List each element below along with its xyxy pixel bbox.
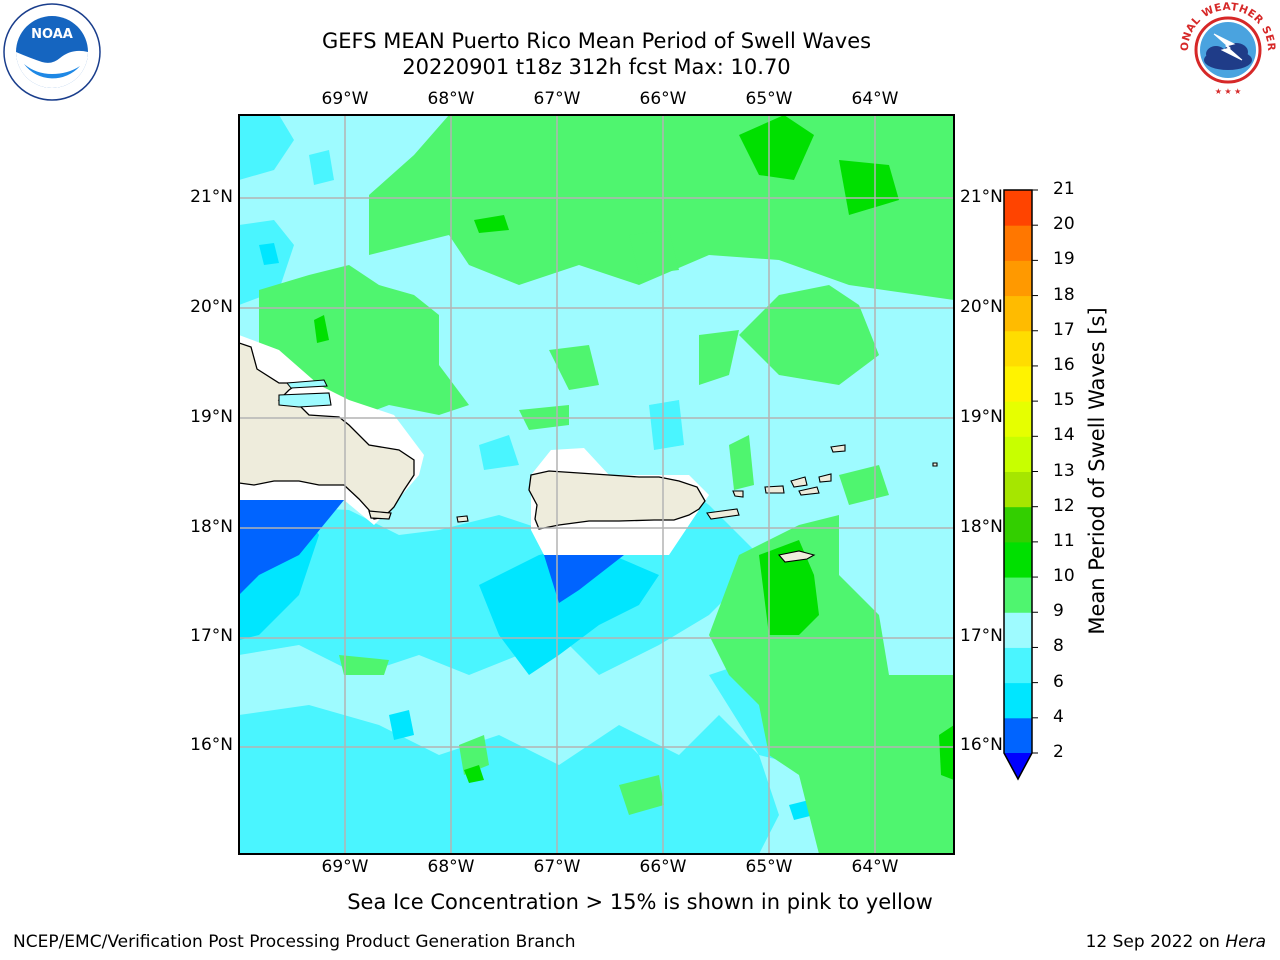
lon-label-top-66w: 66°W [639,89,687,109]
colorbar-segment [1004,401,1032,437]
lat-label-left-17n: 17°N [190,626,233,646]
lon-label-top-68w: 68°W [427,89,475,109]
lon-label-bottom-68w: 68°W [427,857,475,877]
colorbar-tick-label: 17 [1053,319,1075,340]
colorbar-under-triangle [1004,753,1032,779]
credit-date: 12 Sep 2022 on [1085,932,1220,952]
map-gridlines [239,115,954,854]
colorbar-tick-label: 6 [1053,671,1064,692]
lat-label-left-16n: 16°N [190,735,233,755]
colorbar-segment [1004,330,1032,367]
lon-label-bottom-65w: 65°W [745,857,793,877]
colorbar [1003,189,1038,781]
lon-label-top-65w: 65°W [745,89,793,109]
swell-field-2-4 [239,500,624,603]
lat-label-right-21n: 21°N [960,187,1003,207]
colorbar-segment [1004,365,1032,402]
colorbar-tick-label: 2 [1053,742,1064,762]
map-title-line-1: GEFS MEAN Puerto Rico Mean Period of Swe… [321,29,872,53]
colorbar-segment [1004,471,1032,508]
map-title-line-2: 20220901 t18z 312h fcst Max: 10.70 [402,55,791,79]
lat-label-left-19n: 19°N [190,407,233,427]
puerto-rico-land [528,470,706,530]
lon-label-bottom-67w: 67°W [533,857,581,877]
lon-label-top-67w: 67°W [533,89,581,109]
colorbar-tick-label: 12 [1053,495,1075,516]
noaa-logo-text: NOAA [31,27,73,42]
lon-label-top-69w: 69°W [321,89,369,109]
colorbar-segment [1004,436,1032,472]
colorbar-segment [1004,577,1032,613]
map-plot [238,114,955,855]
colorbar-tick-label: 9 [1053,601,1064,622]
colorbar-tick-label: 14 [1053,425,1075,446]
colorbar-segment [1004,190,1032,226]
colorbar-tick-label: 13 [1053,460,1075,481]
noaa-logo: NOAA [3,3,101,101]
colorbar-segment [1004,260,1032,297]
colorbar-tick-label: 21 [1053,179,1075,199]
colorbar-segment [1004,717,1032,754]
colorbar-segment [1004,225,1032,261]
lat-label-right-16n: 16°N [960,735,1003,755]
colorbar-segment [1004,295,1032,332]
lat-label-right-17n: 17°N [960,626,1003,646]
lat-label-left-21n: 21°N [190,187,233,207]
colorbar-tick-label: 4 [1053,706,1064,727]
colorbar-title-wrap: Mean Period of Swell Waves [s] [1085,307,1280,677]
colorbar-tick-label: 10 [1053,566,1075,587]
lon-label-top-64w: 64°W [851,89,899,109]
lon-label-bottom-69w: 69°W [321,857,369,877]
lat-label-right-20n: 20°N [960,297,1003,317]
colorbar-tick-label: 20 [1053,214,1075,235]
colorbar-tick-label: 16 [1053,354,1075,375]
sea-ice-footnote: Sea Ice Concentration > 15% is shown in … [347,890,933,914]
colorbar-tick-label: 8 [1053,636,1064,657]
credit-right: 12 Sep 2022 on Hera [1086,932,1266,952]
credit-host: Hera [1225,932,1266,952]
lat-label-left-18n: 18°N [190,517,233,537]
lat-label-right-19n: 19°N [960,407,1003,427]
colorbar-tick-label: 15 [1053,390,1075,411]
colorbar-segment [1004,541,1032,578]
credit-left: NCEP/EMC/Verification Post Processing Pr… [13,932,576,952]
nws-logo: NATIONAL WEATHER SERVICE ★ ★ ★ [1178,0,1277,97]
lon-label-bottom-66w: 66°W [639,857,687,877]
colorbar-tick-label: 11 [1053,530,1075,551]
colorbar-segment [1004,682,1032,719]
colorbar-segment [1004,506,1032,543]
colorbar-tick-label: 19 [1053,249,1075,270]
colorbar-segment [1004,647,1032,684]
map-frame [238,114,955,855]
svg-text:★ ★ ★: ★ ★ ★ [1215,87,1242,96]
lat-label-right-18n: 18°N [960,517,1003,537]
colorbar-title: Mean Period of Swell Waves [s] [1085,307,1109,635]
lat-label-left-20n: 20°N [190,297,233,317]
colorbar-tick-label: 18 [1053,284,1075,305]
lon-label-bottom-64w: 64°W [851,857,899,877]
swell-field-10-11 [314,115,954,783]
colorbar-segment [1004,612,1032,648]
